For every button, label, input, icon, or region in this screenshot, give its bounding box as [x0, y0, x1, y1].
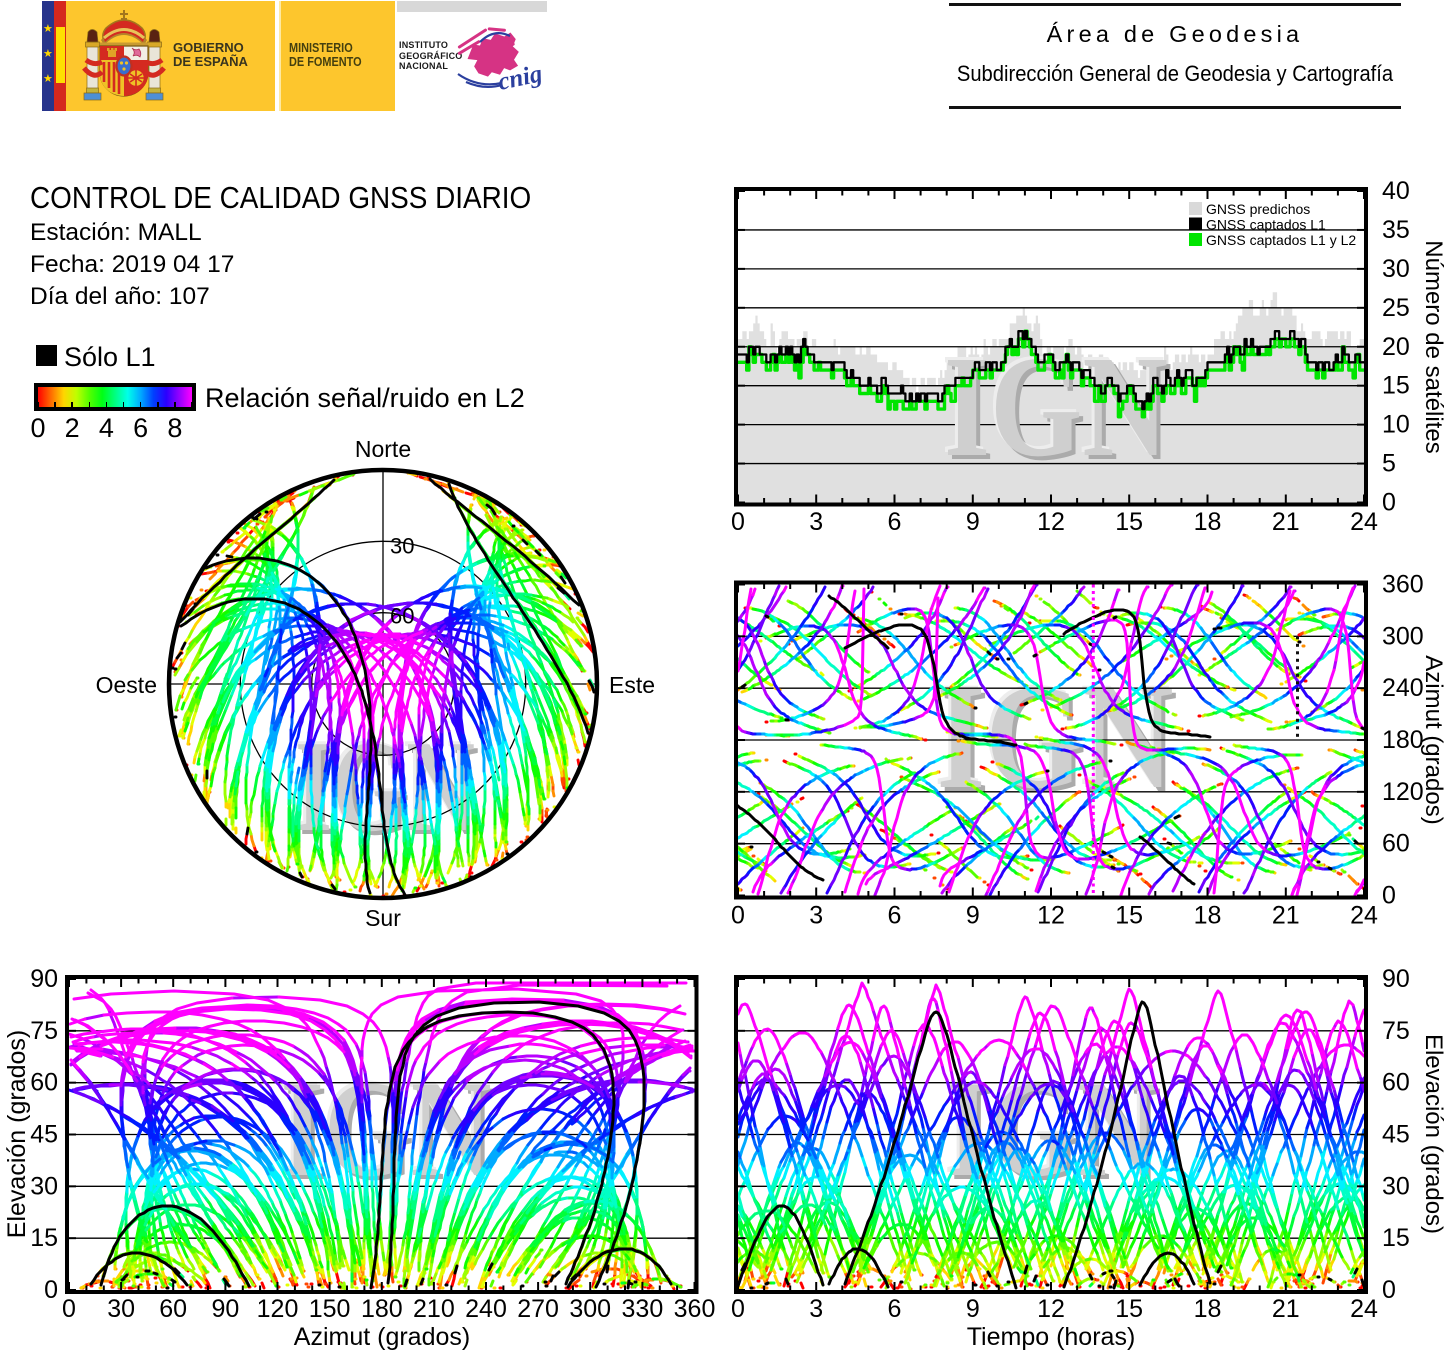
svg-text:30: 30: [390, 533, 414, 558]
svg-text:IGN: IGN: [944, 327, 1168, 487]
svg-text:330: 330: [622, 1295, 664, 1323]
svg-text:15: 15: [1115, 1295, 1143, 1323]
svg-text:9: 9: [966, 508, 980, 536]
svg-text:15: 15: [1115, 902, 1143, 930]
svg-text:9: 9: [966, 902, 980, 930]
svg-text:90: 90: [30, 965, 58, 993]
svg-text:0: 0: [1382, 882, 1396, 910]
svg-text:45: 45: [1382, 1121, 1410, 1149]
svg-text:0: 0: [731, 902, 745, 930]
svg-text:180: 180: [1382, 726, 1424, 754]
svg-text:30: 30: [1382, 255, 1410, 283]
svg-text:120: 120: [257, 1295, 299, 1323]
svg-text:20: 20: [1382, 333, 1410, 361]
svg-text:25: 25: [1382, 294, 1410, 322]
svg-text:21: 21: [1272, 508, 1300, 536]
svg-text:90: 90: [211, 1295, 239, 1323]
svg-text:240: 240: [465, 1295, 507, 1323]
svg-text:0: 0: [62, 1295, 76, 1323]
svg-text:75: 75: [30, 1017, 58, 1045]
svg-text:45: 45: [30, 1121, 58, 1149]
svg-text:60: 60: [30, 1069, 58, 1097]
svg-text:18: 18: [1194, 1295, 1222, 1323]
svg-text:21: 21: [1272, 902, 1300, 930]
svg-text:90: 90: [1382, 965, 1410, 993]
svg-text:Elevación (grados): Elevación (grados): [3, 1030, 31, 1238]
svg-text:GNSS predichos: GNSS predichos: [1206, 201, 1310, 217]
svg-text:Sur: Sur: [365, 905, 401, 931]
svg-text:60: 60: [1382, 1069, 1410, 1097]
svg-text:30: 30: [107, 1295, 135, 1323]
svg-text:21: 21: [1272, 1295, 1300, 1323]
svg-text:15: 15: [1115, 508, 1143, 536]
svg-text:24: 24: [1350, 508, 1378, 536]
svg-text:Norte: Norte: [355, 436, 411, 462]
svg-text:12: 12: [1037, 902, 1065, 930]
svg-text:35: 35: [1382, 216, 1410, 244]
svg-text:6: 6: [888, 902, 902, 930]
svg-text:GNSS captados L1 y L2: GNSS captados L1 y L2: [1206, 232, 1356, 248]
svg-text:10: 10: [1382, 411, 1410, 439]
svg-text:IGN: IGN: [948, 331, 1172, 491]
svg-text:300: 300: [569, 1295, 611, 1323]
svg-text:Tiempo (horas): Tiempo (horas): [967, 1323, 1136, 1350]
svg-text:120: 120: [1382, 778, 1424, 806]
svg-text:0: 0: [1382, 1276, 1396, 1304]
svg-text:60: 60: [1382, 830, 1410, 858]
svg-text:3: 3: [809, 902, 823, 930]
svg-text:18: 18: [1194, 902, 1222, 930]
svg-text:0: 0: [1382, 489, 1396, 517]
svg-text:Oeste: Oeste: [96, 672, 157, 698]
svg-text:5: 5: [1382, 450, 1396, 478]
svg-text:180: 180: [361, 1295, 403, 1323]
svg-text:12: 12: [1037, 1295, 1065, 1323]
svg-text:GNSS captados L1: GNSS captados L1: [1206, 217, 1326, 233]
svg-text:0: 0: [731, 1295, 745, 1323]
svg-text:15: 15: [1382, 372, 1410, 400]
svg-text:15: 15: [30, 1224, 58, 1252]
svg-text:24: 24: [1350, 902, 1378, 930]
svg-text:60: 60: [159, 1295, 187, 1323]
svg-text:150: 150: [309, 1295, 351, 1323]
svg-text:360: 360: [674, 1295, 716, 1323]
svg-text:9: 9: [966, 1295, 980, 1323]
svg-text:0: 0: [44, 1276, 58, 1304]
svg-text:300: 300: [1382, 622, 1424, 650]
svg-text:75: 75: [1382, 1017, 1410, 1045]
svg-text:Este: Este: [609, 672, 655, 698]
svg-text:Azimut (grados): Azimut (grados): [294, 1323, 470, 1350]
svg-text:Número de satélites: Número de satélites: [1420, 240, 1445, 453]
svg-text:3: 3: [809, 1295, 823, 1323]
svg-text:30: 30: [30, 1172, 58, 1200]
svg-text:210: 210: [413, 1295, 455, 1323]
svg-text:18: 18: [1194, 508, 1222, 536]
svg-text:Elevación (grados): Elevación (grados): [1420, 1034, 1445, 1234]
svg-text:30: 30: [1382, 1172, 1410, 1200]
svg-text:Azimut (grados): Azimut (grados): [1420, 655, 1445, 824]
svg-text:24: 24: [1350, 1295, 1378, 1323]
svg-text:0: 0: [731, 508, 745, 536]
svg-text:40: 40: [1382, 177, 1410, 205]
svg-text:240: 240: [1382, 674, 1424, 702]
svg-text:360: 360: [1382, 571, 1424, 599]
svg-text:IGN: IGN: [941, 324, 1165, 484]
svg-text:12: 12: [1037, 508, 1065, 536]
svg-text:270: 270: [517, 1295, 559, 1323]
svg-text:60: 60: [390, 604, 414, 629]
svg-text:15: 15: [1382, 1224, 1410, 1252]
svg-text:6: 6: [888, 508, 902, 536]
svg-text:3: 3: [809, 508, 823, 536]
svg-text:6: 6: [888, 1295, 902, 1323]
